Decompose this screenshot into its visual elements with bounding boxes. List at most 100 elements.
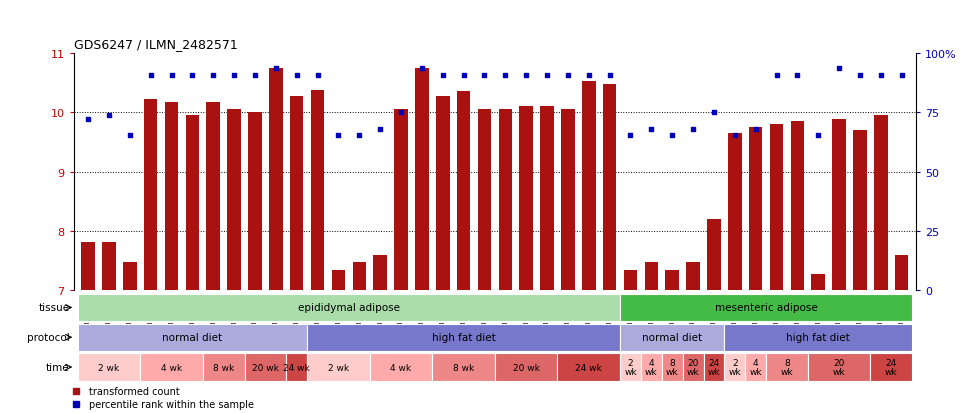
Point xyxy=(831,65,847,72)
Point xyxy=(268,65,283,72)
Text: 24 wk: 24 wk xyxy=(575,363,602,372)
Bar xyxy=(724,324,912,351)
Text: 8
wk: 8 wk xyxy=(665,358,678,376)
Bar xyxy=(645,262,659,291)
Bar xyxy=(207,102,220,291)
Text: 2 wk: 2 wk xyxy=(328,363,349,372)
Bar xyxy=(77,294,620,321)
Text: 20
wk: 20 wk xyxy=(833,358,846,376)
Text: transformed count: transformed count xyxy=(88,386,179,396)
Text: 4 wk: 4 wk xyxy=(390,363,412,372)
Bar xyxy=(745,354,766,381)
Point xyxy=(289,73,305,80)
Text: 2
wk: 2 wk xyxy=(624,358,637,376)
Bar xyxy=(77,324,307,351)
Point xyxy=(664,132,680,139)
Bar xyxy=(704,354,724,381)
Text: 8 wk: 8 wk xyxy=(213,363,234,372)
Point xyxy=(456,73,471,80)
Bar xyxy=(620,324,724,351)
Bar xyxy=(457,92,470,291)
Point xyxy=(247,73,263,80)
Bar xyxy=(641,354,662,381)
Bar xyxy=(245,354,286,381)
Text: 24 wk: 24 wk xyxy=(283,363,310,372)
Point xyxy=(164,73,179,80)
Bar xyxy=(791,122,805,291)
Point xyxy=(352,132,368,139)
Point xyxy=(435,73,451,80)
Point xyxy=(644,126,660,133)
Bar xyxy=(311,91,324,291)
Text: 8 wk: 8 wk xyxy=(453,363,474,372)
Text: 20 wk: 20 wk xyxy=(252,363,279,372)
Bar xyxy=(307,354,369,381)
Bar xyxy=(558,354,620,381)
Bar xyxy=(683,354,704,381)
Bar xyxy=(499,110,513,291)
Bar xyxy=(519,107,533,291)
Bar xyxy=(620,354,641,381)
Bar xyxy=(436,96,450,291)
Text: GDS6247 / ILMN_2482571: GDS6247 / ILMN_2482571 xyxy=(74,38,237,51)
Point xyxy=(685,126,701,133)
Point xyxy=(310,73,325,80)
Point xyxy=(393,109,409,116)
Bar xyxy=(562,110,574,291)
Bar xyxy=(832,120,846,291)
Bar xyxy=(895,255,908,291)
Bar xyxy=(286,354,307,381)
Bar xyxy=(307,324,620,351)
Bar xyxy=(540,107,554,291)
Bar xyxy=(874,115,888,291)
Point xyxy=(498,73,514,80)
Text: 4 wk: 4 wk xyxy=(161,363,182,372)
Bar xyxy=(353,262,367,291)
Bar xyxy=(185,116,199,291)
Text: tissue: tissue xyxy=(38,303,70,313)
Bar xyxy=(248,112,262,291)
Point xyxy=(581,73,597,80)
Bar xyxy=(331,271,345,291)
Text: 20 wk: 20 wk xyxy=(513,363,540,372)
Bar xyxy=(854,131,866,291)
Text: 20
wk: 20 wk xyxy=(687,358,700,376)
Point xyxy=(539,73,555,80)
Point xyxy=(790,73,806,80)
Bar xyxy=(394,110,408,291)
Bar xyxy=(708,220,720,291)
Bar xyxy=(144,100,158,291)
Text: 4
wk: 4 wk xyxy=(645,358,658,376)
Bar xyxy=(102,242,116,291)
Text: protocol: protocol xyxy=(26,332,70,342)
Point xyxy=(122,132,137,139)
Point xyxy=(518,73,534,80)
Bar xyxy=(724,354,745,381)
Point xyxy=(414,65,429,72)
Bar xyxy=(227,110,241,291)
Bar xyxy=(665,271,679,291)
Point xyxy=(101,113,117,119)
Bar xyxy=(728,134,742,291)
Text: mesenteric adipose: mesenteric adipose xyxy=(714,303,817,313)
Point xyxy=(707,109,722,116)
Bar xyxy=(140,354,203,381)
Bar xyxy=(369,354,432,381)
Text: 2 wk: 2 wk xyxy=(98,363,120,372)
Text: normal diet: normal diet xyxy=(642,332,703,342)
Text: 2
wk: 2 wk xyxy=(728,358,741,376)
Text: epididymal adipose: epididymal adipose xyxy=(298,303,400,313)
Text: 4
wk: 4 wk xyxy=(750,358,762,376)
Bar xyxy=(416,69,428,291)
Point xyxy=(894,73,909,80)
Point xyxy=(853,73,868,80)
Point xyxy=(561,73,576,80)
Bar xyxy=(373,255,387,291)
Bar xyxy=(203,354,245,381)
Text: normal diet: normal diet xyxy=(163,332,222,342)
Point xyxy=(206,73,221,80)
Bar xyxy=(623,271,637,291)
Bar xyxy=(582,82,596,291)
Point xyxy=(80,117,96,123)
Bar xyxy=(432,354,495,381)
